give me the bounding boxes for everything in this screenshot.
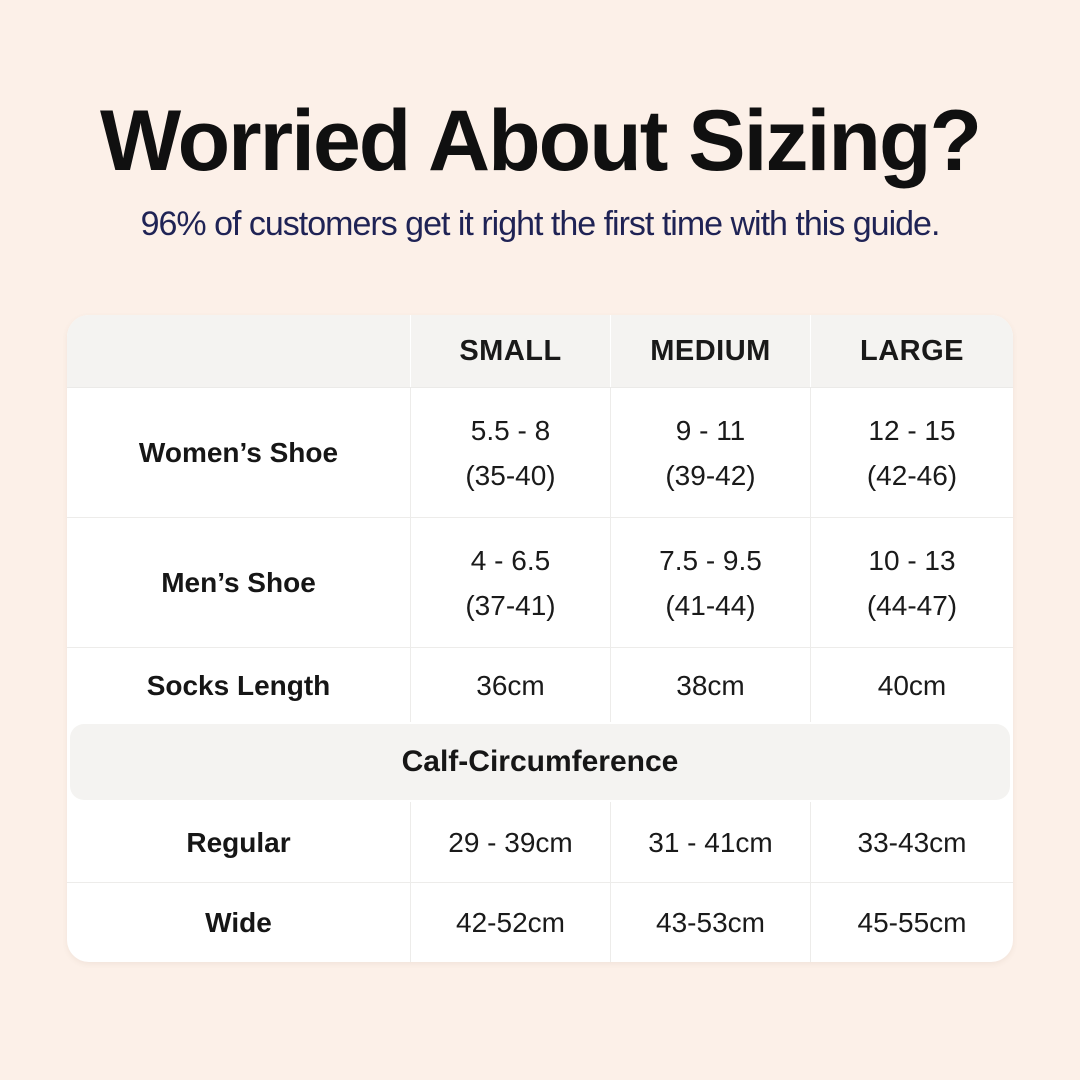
- header-cell-small: SMALL: [410, 315, 610, 387]
- size-value-line: 29 - 39cm: [448, 826, 573, 858]
- size-cell: 45-55cm: [810, 883, 1013, 962]
- size-cell: 29 - 39cm: [410, 802, 610, 882]
- size-cell: 31 - 41cm: [610, 802, 810, 882]
- header-cell-empty: [67, 315, 410, 387]
- size-cell: 7.5 - 9.5 (41-44): [610, 518, 810, 647]
- table-row-wide: Wide 42-52cm 43-53cm 45-55cm: [67, 883, 1013, 962]
- size-cell: 5.5 - 8 (35-40): [410, 388, 610, 517]
- size-value-line: 42-52cm: [456, 907, 565, 938]
- size-value-line: (44-47): [866, 589, 958, 621]
- size-cell: 4 - 6.5 (37-41): [410, 518, 610, 647]
- row-label: Socks Length: [146, 669, 331, 701]
- size-value-line: (39-42): [665, 459, 756, 491]
- header-cell-large: LARGE: [810, 315, 1013, 387]
- size-value-line: (37-41): [465, 589, 556, 621]
- size-value-line: (42-46): [866, 459, 958, 491]
- size-table-card: SMALL MEDIUM LARGE Women’s Shoe 5.5 - 8 …: [67, 315, 1013, 962]
- size-value-line: 36cm: [476, 669, 545, 701]
- row-label: Men’s Shoe: [161, 567, 316, 598]
- row-label: Wide: [205, 907, 272, 938]
- table-row-regular: Regular 29 - 39cm 31 - 41cm 33-43cm: [67, 802, 1013, 883]
- size-value-line: 10 - 13: [868, 544, 956, 576]
- table-row-socks-length: Socks Length 36cm 38cm 40cm: [67, 648, 1013, 722]
- page-title: Worried About Sizing?: [99, 93, 982, 189]
- size-cell: 40cm: [810, 648, 1013, 722]
- size-value-line: 5.5 - 8: [470, 414, 551, 446]
- size-value-line: 12 - 15: [868, 414, 956, 446]
- size-value-line: 38cm: [676, 669, 745, 701]
- size-cell: 9 - 11 (39-42): [610, 388, 810, 517]
- row-label: Regular: [186, 826, 291, 858]
- size-cell: 10 - 13 (44-47): [810, 518, 1013, 647]
- row-label: Women’s Shoe: [138, 437, 339, 468]
- size-cell: 38cm: [610, 648, 810, 722]
- size-value-line: 43-53cm: [656, 907, 765, 938]
- size-value-line: (41-44): [665, 589, 756, 621]
- table-row-mens-shoe: Men’s Shoe 4 - 6.5 (37-41) 7.5 - 9.5 (41…: [67, 518, 1013, 648]
- size-cell: 12 - 15 (42-46): [810, 388, 1013, 517]
- size-cell: 33-43cm: [810, 802, 1013, 882]
- calf-section-title: Calf-Circumference: [70, 724, 1010, 800]
- size-cell: 36cm: [410, 648, 610, 722]
- page-subtitle: 96% of customers get it right the first …: [140, 205, 941, 243]
- calf-section-band-wrap: Calf-Circumference: [67, 722, 1013, 802]
- table-row-womens-shoe: Women’s Shoe 5.5 - 8 (35-40) 9 - 11 (39-…: [67, 388, 1013, 518]
- header-cell-medium: MEDIUM: [610, 315, 810, 387]
- size-value-line: 7.5 - 9.5: [659, 544, 762, 576]
- size-value-line: 33-43cm: [857, 826, 967, 858]
- size-value-line: 9 - 11: [675, 414, 746, 446]
- size-cell: 43-53cm: [610, 883, 810, 962]
- size-value-line: 45-55cm: [857, 907, 967, 938]
- size-value-line: 40cm: [877, 669, 947, 701]
- size-value-line: (35-40): [465, 459, 556, 491]
- table-header-row: SMALL MEDIUM LARGE: [67, 315, 1013, 388]
- size-value-line: 31 - 41cm: [648, 826, 773, 858]
- size-value-line: 4 - 6.5: [470, 544, 551, 576]
- size-cell: 42-52cm: [410, 883, 610, 962]
